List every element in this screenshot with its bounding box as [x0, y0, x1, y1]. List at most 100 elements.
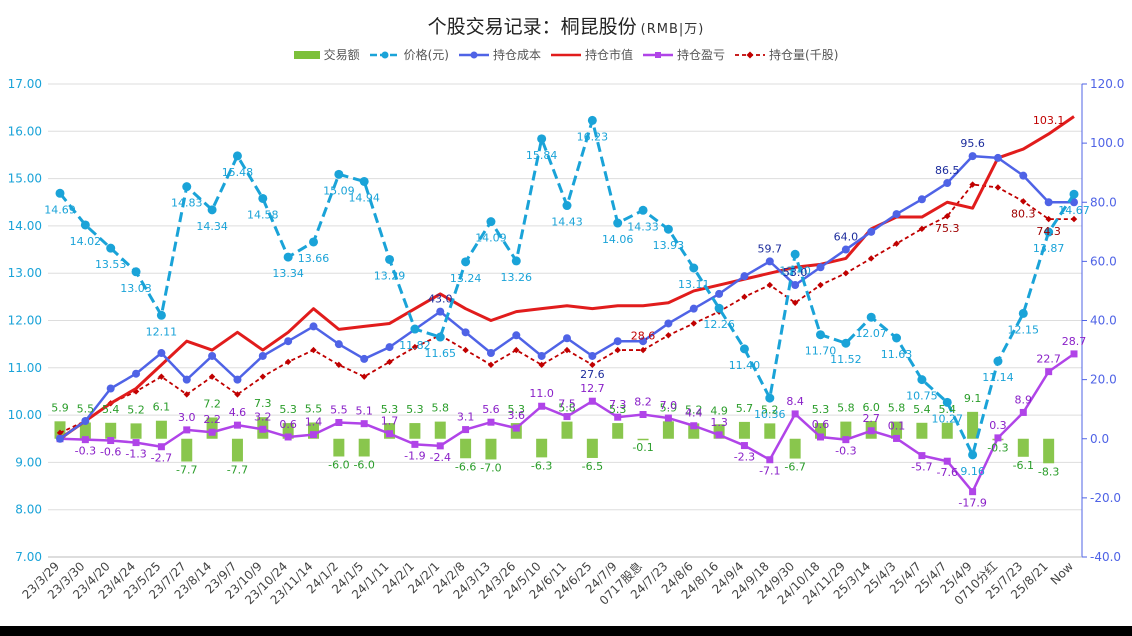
price-point — [714, 303, 724, 313]
cost-data-label: 64.0 — [834, 231, 859, 244]
pnl-data-label: -0.3 — [835, 445, 856, 458]
cost-point — [943, 179, 952, 188]
amount-data-label: 7.2 — [203, 397, 221, 410]
price-point — [182, 182, 192, 192]
holding-point — [335, 361, 343, 369]
legend-item-amount[interactable]: 交易额 — [293, 46, 360, 63]
pnl-point — [538, 402, 546, 410]
pnl-data-label: -1.3 — [125, 448, 146, 461]
amount-data-label: 5.8 — [558, 402, 576, 415]
holding-point — [513, 346, 520, 354]
pnl-point — [411, 440, 419, 448]
price-point — [232, 151, 242, 161]
chart-unit: (RMB|万) — [640, 22, 705, 37]
holding-point — [791, 299, 799, 306]
right-axis-tick-label: -20.0 — [1090, 491, 1121, 505]
bar-trade-amount — [79, 422, 91, 439]
line-circle-icon — [458, 51, 489, 58]
pnl-data-label: 8.4 — [786, 395, 804, 408]
cost-point — [917, 195, 926, 204]
holding-point — [1020, 198, 1027, 205]
left-axis-tick-label: 13.00 — [8, 266, 42, 280]
price-point — [689, 263, 699, 273]
holding-point — [284, 358, 292, 366]
legend-item-holding[interactable]: 持仓量(千股) — [735, 46, 838, 63]
pnl-data-label: -2.3 — [734, 451, 755, 464]
amount-data-label: -0.3 — [987, 442, 1008, 455]
holding-point — [614, 346, 621, 354]
bottom-edge — [0, 626, 1132, 636]
amount-data-label: -7.7 — [176, 464, 197, 477]
cost-point — [740, 272, 749, 281]
bar-trade-amount — [967, 411, 979, 439]
pnl-data-label: 0.3 — [989, 419, 1007, 432]
price-point — [486, 217, 496, 227]
cost-point — [1019, 171, 1028, 180]
bar-trade-amount — [561, 421, 573, 439]
price-data-label: 13.93 — [653, 239, 685, 252]
cost-point — [715, 289, 724, 298]
pnl-point — [284, 433, 292, 441]
bar-trade-amount — [941, 422, 953, 439]
bar-trade-amount — [333, 438, 345, 457]
price-point — [537, 134, 547, 144]
bar-swatch-icon — [293, 50, 320, 59]
price-data-label: 14.69 — [44, 203, 76, 216]
pnl-data-label: 2.2 — [203, 413, 221, 426]
holding-point — [208, 373, 216, 380]
holding-data-label: 80.3 — [1011, 207, 1036, 220]
pnl-data-label: 3.1 — [457, 411, 475, 424]
cost-point — [968, 152, 977, 161]
holding-point — [487, 361, 495, 369]
holding-point — [918, 225, 926, 233]
pnl-data-label: 3.6 — [508, 409, 526, 422]
pnl-point — [310, 431, 317, 439]
right-axis-tick-label: 0.0 — [1090, 432, 1109, 446]
amount-data-label: 5.2 — [127, 403, 145, 416]
line-icon — [551, 53, 581, 56]
right-axis-tick-label: 100.0 — [1090, 136, 1124, 150]
price-data-label: 13.29 — [374, 269, 406, 282]
bar-trade-amount — [409, 423, 421, 439]
bar-trade-amount — [1017, 438, 1029, 457]
price-point — [131, 267, 141, 277]
holding-point — [538, 361, 545, 369]
cost-point — [208, 351, 217, 360]
price-point — [207, 205, 217, 215]
cost-point — [233, 375, 242, 384]
price-point — [283, 252, 293, 262]
amount-data-label: 4.9 — [710, 404, 728, 417]
cost-point — [334, 340, 343, 349]
cost-point — [106, 384, 115, 393]
price-data-label: 14.58 — [247, 208, 279, 221]
pnl-data-label: 1.3 — [710, 416, 728, 429]
legend-item-market[interactable]: 持仓市值 — [551, 46, 633, 63]
legend-item-cost[interactable]: 持仓成本 — [458, 46, 541, 63]
price-point — [942, 397, 952, 407]
price-data-label: 12.07 — [855, 327, 887, 340]
pnl-point — [867, 427, 875, 435]
cost-point — [1070, 198, 1078, 207]
price-point — [106, 243, 116, 253]
cost-point — [537, 351, 546, 360]
pnl-point — [994, 434, 1002, 442]
amount-data-label: -6.0 — [328, 458, 349, 471]
price-point — [790, 249, 800, 259]
pnl-data-label: -2.7 — [151, 452, 172, 465]
legend-item-pnl[interactable]: 持仓盈亏 — [643, 46, 725, 63]
legend-item-price[interactable]: 价格(元) — [369, 46, 449, 63]
price-point — [892, 333, 902, 343]
pnl-data-label: -17.9 — [958, 497, 986, 510]
price-data-label: 14.67 — [1058, 204, 1090, 217]
price-data-label: 11.52 — [830, 353, 862, 366]
pnl-point — [335, 418, 343, 426]
pnl-point — [107, 437, 115, 445]
pnl-data-label: 0.6 — [279, 418, 297, 431]
amount-data-label: -6.7 — [784, 461, 805, 474]
left-axis-tick-label: 7.00 — [15, 550, 42, 564]
bar-trade-amount — [434, 421, 446, 439]
legend-label: 持仓市值 — [585, 48, 634, 62]
price-data-label: 10.36 — [754, 408, 786, 421]
market-data-label: 103.1 — [1033, 114, 1065, 127]
pnl-point — [462, 426, 470, 434]
